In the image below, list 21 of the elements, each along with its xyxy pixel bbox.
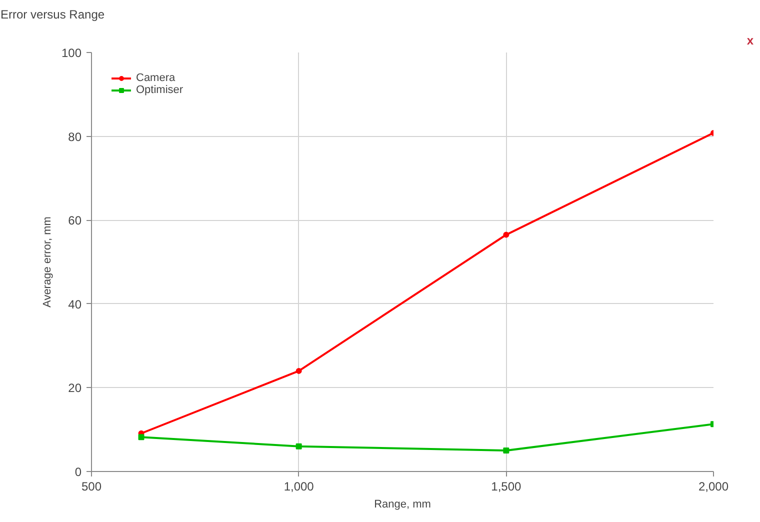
x-tick-label: 500	[81, 480, 102, 494]
x-tick-label: 2,000	[698, 480, 729, 494]
point	[503, 448, 510, 454]
point	[296, 443, 302, 450]
x-tick-label: 1,000	[284, 480, 314, 494]
x-tick-label: 1,500	[491, 480, 522, 494]
y-tick-label: 20	[68, 381, 82, 396]
y-tick-label: 0	[74, 465, 82, 479]
point	[138, 434, 144, 440]
y-tick-label: 60	[68, 214, 82, 228]
point	[296, 368, 302, 374]
text: x	[746, 34, 754, 48]
y-tick-label: 100	[61, 46, 82, 60]
legend-label: Optimiser	[136, 84, 184, 96]
chart-title: Error versus Range	[0, 8, 105, 22]
y-tick-label: 40	[68, 297, 82, 312]
point	[503, 232, 510, 238]
x-axis-title: Range, mm	[374, 498, 431, 510]
legend-label: Camera	[136, 72, 176, 84]
y-tick-label: 80	[68, 130, 82, 144]
y-axis-title: Average error, mm	[41, 216, 54, 308]
